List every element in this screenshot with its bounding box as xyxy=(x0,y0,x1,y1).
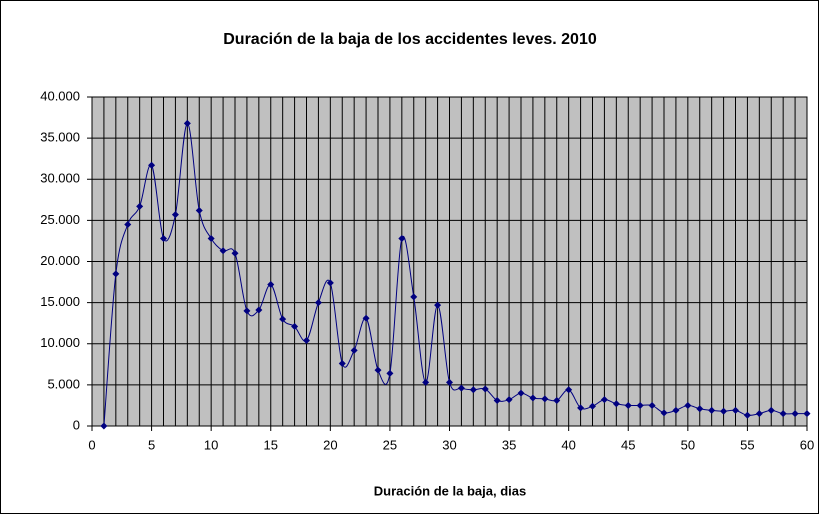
data-point xyxy=(171,211,179,219)
data-point xyxy=(577,404,585,412)
x-tick-label: 50 xyxy=(681,437,695,452)
data-point xyxy=(326,279,334,287)
data-point xyxy=(791,410,799,418)
data-point xyxy=(338,359,346,367)
data-point xyxy=(303,336,310,344)
data-point xyxy=(684,401,692,409)
data-point xyxy=(267,281,275,289)
data-point xyxy=(410,293,418,301)
data-point xyxy=(243,307,251,315)
data-point xyxy=(398,234,406,242)
y-tick-label: 15.000 xyxy=(40,294,80,309)
data-point xyxy=(374,366,382,374)
x-tick-label: 0 xyxy=(88,437,95,452)
data-point xyxy=(291,322,299,330)
data-point xyxy=(553,397,561,405)
data-point xyxy=(183,119,191,127)
data-point xyxy=(350,346,358,354)
data-point xyxy=(422,378,430,386)
data-point xyxy=(743,411,751,419)
x-tick-label: 40 xyxy=(561,437,575,452)
x-tick-label: 5 xyxy=(148,437,155,452)
x-tick-label: 30 xyxy=(442,437,456,452)
y-tick-label: 25.000 xyxy=(40,212,80,227)
plot-border xyxy=(91,96,808,427)
data-point xyxy=(160,234,167,242)
data-point xyxy=(732,406,739,414)
y-tick-label: 30.000 xyxy=(40,171,80,186)
x-tick-label: 20 xyxy=(323,437,337,452)
data-point xyxy=(696,405,704,413)
data-point xyxy=(529,394,537,402)
data-point xyxy=(755,410,763,418)
data-point xyxy=(660,409,668,417)
data-point xyxy=(493,397,501,405)
data-point xyxy=(481,385,489,393)
data-point xyxy=(624,401,632,409)
data-point xyxy=(314,299,322,307)
y-tick-label: 10.000 xyxy=(40,335,80,350)
data-point xyxy=(231,249,239,257)
x-tick-label: 35 xyxy=(502,437,516,452)
data-point xyxy=(195,207,203,215)
x-tick-label: 10 xyxy=(204,437,218,452)
data-point xyxy=(565,386,573,394)
data-point xyxy=(779,410,787,418)
chart-title: Duración de la baja de los accidentes le… xyxy=(223,31,597,48)
data-point xyxy=(803,410,811,418)
x-axis-label: Duración de la baja, dias xyxy=(374,483,526,498)
y-tick-label: 35.000 xyxy=(40,130,80,145)
data-point xyxy=(767,406,775,414)
y-tick-label: 0 xyxy=(73,417,80,432)
data-point xyxy=(541,395,549,403)
data-point xyxy=(612,400,620,408)
x-tick-label: 15 xyxy=(264,437,278,452)
data-point xyxy=(255,306,263,314)
x-tick-label: 25 xyxy=(383,437,397,452)
data-point xyxy=(386,369,394,377)
x-tick-label: 45 xyxy=(621,437,635,452)
data-point xyxy=(648,401,656,409)
data-point xyxy=(219,247,227,255)
data-point xyxy=(636,401,644,409)
data-point xyxy=(112,270,120,278)
data-point xyxy=(672,406,680,414)
x-tick-label: 55 xyxy=(740,437,754,452)
data-point xyxy=(136,202,144,210)
data-point xyxy=(505,396,513,404)
data-point xyxy=(207,234,215,242)
data-point xyxy=(362,314,370,322)
data-point xyxy=(124,220,132,228)
data-point xyxy=(589,402,596,410)
x-tick-label: 60 xyxy=(800,437,814,452)
data-point xyxy=(469,386,477,394)
y-tick-label: 40.000 xyxy=(40,88,80,103)
data-point xyxy=(446,378,453,386)
data-point xyxy=(100,422,108,430)
data-point xyxy=(279,315,287,323)
data-point xyxy=(457,384,465,392)
data-point xyxy=(720,407,728,415)
data-point xyxy=(600,396,608,404)
data-point xyxy=(148,161,156,169)
data-point xyxy=(517,389,525,397)
y-tick-label: 20.000 xyxy=(40,253,80,268)
data-point xyxy=(434,301,442,309)
data-point xyxy=(708,406,716,414)
y-tick-label: 5.000 xyxy=(47,376,80,391)
